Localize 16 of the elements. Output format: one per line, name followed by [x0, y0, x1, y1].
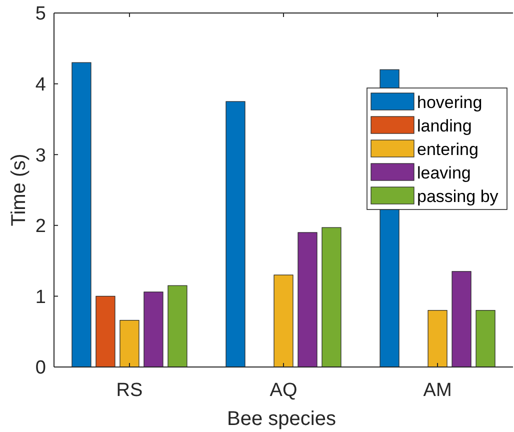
x-axis-title: Bee species — [227, 408, 336, 430]
legend-label: landing — [417, 116, 472, 136]
y-tick-label: 5 — [35, 4, 46, 25]
x-tick-label: RS — [116, 380, 143, 401]
y-tick-label: 2 — [35, 216, 46, 238]
y-tick-label: 4 — [35, 74, 46, 96]
y-tick-label: 0 — [35, 358, 46, 379]
x-tick-label: AQ — [270, 380, 298, 401]
legend-label: entering — [417, 140, 478, 159]
legend-label: hovering — [417, 92, 482, 112]
legend-label: leaving — [417, 163, 471, 182]
y-tick-label: 3 — [35, 145, 46, 166]
x-tick-label: AM — [423, 380, 452, 401]
legend-label: passing by — [417, 186, 499, 206]
y-tick-label: 1 — [35, 286, 46, 308]
y-axis-title: Time (s) — [8, 154, 30, 226]
